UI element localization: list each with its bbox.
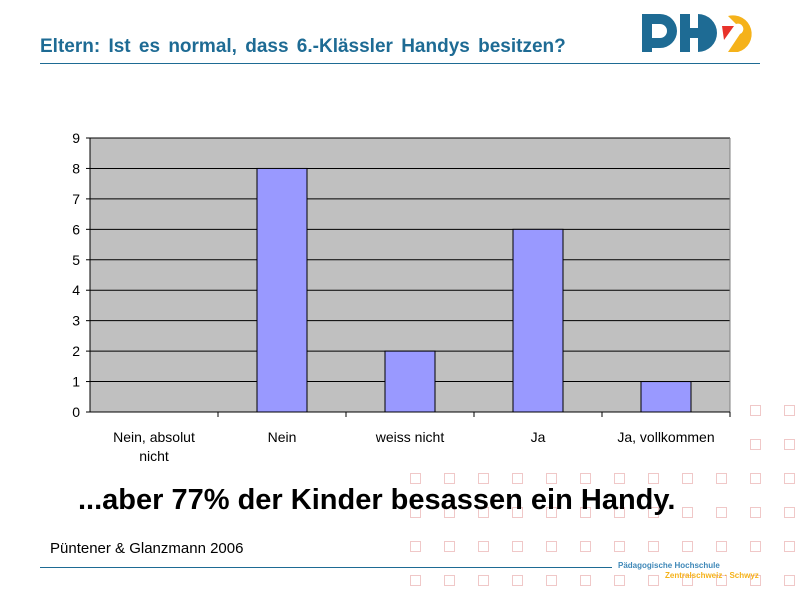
- tagline: ...aber 77% der Kinder besassen ein Hand…: [78, 484, 676, 516]
- watermark-square: [750, 541, 761, 552]
- watermark-square: [784, 541, 795, 552]
- watermark-square: [410, 575, 421, 586]
- watermark-square: [444, 575, 455, 586]
- x-tick-label: Ja: [531, 429, 546, 445]
- watermark-square: [716, 473, 727, 484]
- watermark-square: [614, 473, 625, 484]
- y-tick-label: 8: [72, 160, 80, 176]
- watermark-square: [784, 507, 795, 518]
- y-tick-label: 3: [72, 313, 80, 329]
- source-citation: Püntener & Glanzmann 2006: [50, 540, 244, 557]
- watermark-square: [750, 473, 761, 484]
- watermark-square: [784, 405, 795, 416]
- watermark-square: [784, 439, 795, 450]
- title-divider: [40, 63, 760, 64]
- bar-3: [512, 228, 564, 413]
- bar-1: [256, 167, 308, 413]
- watermark-square: [648, 473, 659, 484]
- watermark-square: [750, 439, 761, 450]
- phz-logo: [642, 14, 752, 52]
- watermark-square: [750, 575, 761, 586]
- watermark-square: [648, 507, 659, 518]
- bar-4: [640, 381, 692, 413]
- watermark-square: [478, 575, 489, 586]
- watermark-square: [682, 507, 693, 518]
- watermark-square: [512, 541, 523, 552]
- x-tick-label: Ja, vollkommen: [617, 429, 714, 445]
- watermark-square: [580, 473, 591, 484]
- watermark-square: [478, 473, 489, 484]
- slide-title: Eltern: Ist es normal, dass 6.-Klässler …: [40, 36, 566, 57]
- watermark-square: [410, 507, 421, 518]
- watermark-square: [410, 473, 421, 484]
- y-tick-label: 9: [72, 130, 80, 146]
- watermark-square: [444, 541, 455, 552]
- y-tick-label: 5: [72, 252, 80, 268]
- watermark-square: [546, 541, 557, 552]
- watermark-square: [716, 575, 727, 586]
- watermark-square: [614, 575, 625, 586]
- watermark-square: [716, 507, 727, 518]
- watermark-square: [716, 541, 727, 552]
- y-tick-label: 1: [72, 374, 80, 390]
- watermark-square: [614, 507, 625, 518]
- institution-name: Pädagogische Hochschule: [618, 561, 720, 570]
- bar-chart: 0 1 2 3 4 5 6 7 8 9 Nein, absolut nicht Nein weiss ni…: [72, 130, 731, 464]
- watermark-square: [614, 541, 625, 552]
- watermark-square: [784, 473, 795, 484]
- footer-divider: [40, 567, 612, 568]
- y-tick-label: 2: [72, 343, 80, 359]
- x-tick-label: Nein: [268, 429, 297, 445]
- y-tick-label: 4: [72, 282, 80, 298]
- watermark-square: [682, 575, 693, 586]
- watermark-square: [580, 575, 591, 586]
- watermark-square: [648, 541, 659, 552]
- watermark-square: [478, 507, 489, 518]
- watermark-square: [546, 473, 557, 484]
- watermark-square: [580, 507, 591, 518]
- watermark-square: [444, 507, 455, 518]
- watermark-square: [410, 541, 421, 552]
- x-tick-label: weiss nicht: [375, 429, 445, 445]
- watermark-square: [512, 473, 523, 484]
- watermark-square: [750, 507, 761, 518]
- watermark-square: [784, 575, 795, 586]
- watermark-square: [444, 473, 455, 484]
- y-tick-label: 6: [72, 221, 80, 237]
- watermark-square: [750, 405, 761, 416]
- y-tick-label: 0: [72, 404, 80, 420]
- watermark-square: [682, 473, 693, 484]
- watermark-square: [512, 507, 523, 518]
- watermark-square: [478, 541, 489, 552]
- bar-2: [384, 350, 436, 413]
- watermark-square: [512, 575, 523, 586]
- x-tick-label: Nein, absolut nicht: [113, 429, 195, 464]
- watermark-square: [546, 575, 557, 586]
- institution-location: Zentralschweiz · Schwyz: [665, 571, 759, 580]
- watermark-square: [648, 575, 659, 586]
- watermark-square: [580, 541, 591, 552]
- watermark-square: [546, 507, 557, 518]
- y-tick-label: 7: [72, 191, 80, 207]
- watermark-square: [682, 541, 693, 552]
